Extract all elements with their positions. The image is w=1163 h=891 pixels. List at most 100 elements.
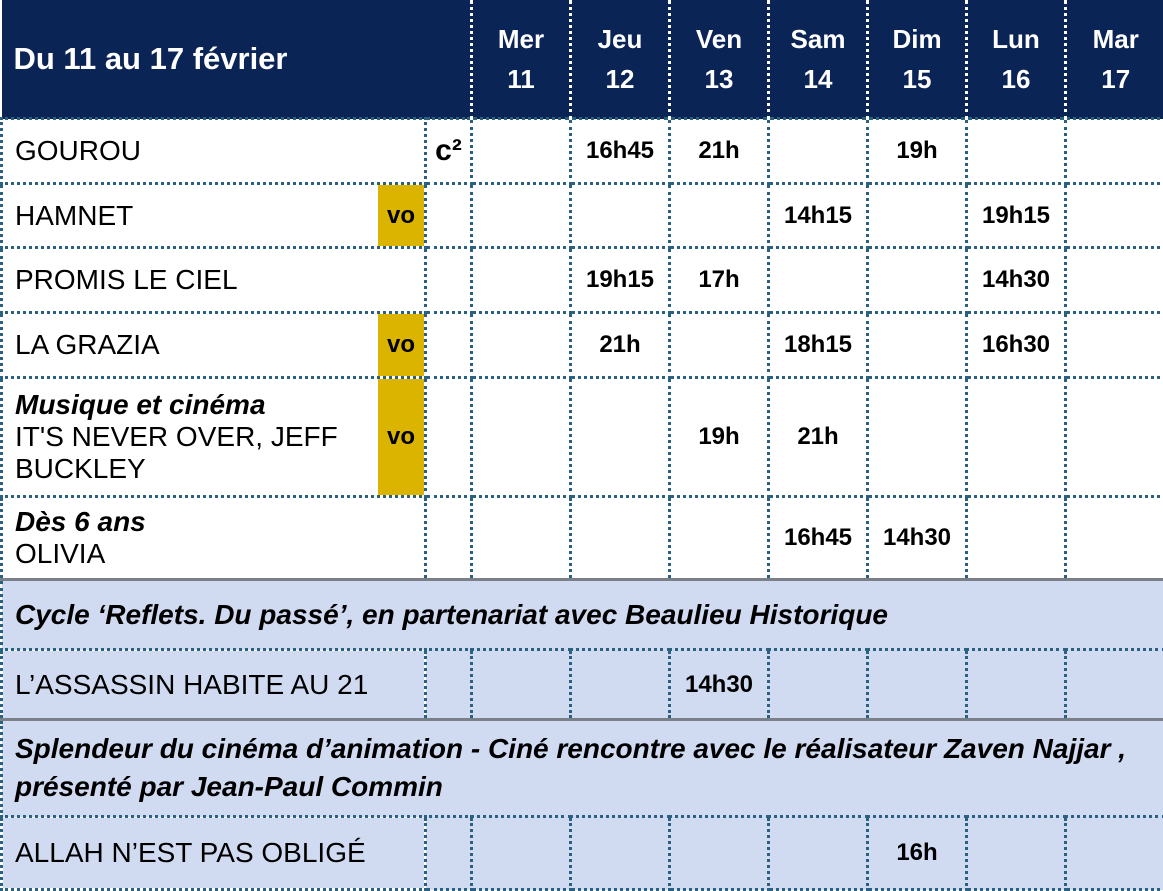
showtime (571, 378, 670, 497)
showtime (769, 817, 868, 890)
showtime (670, 184, 769, 248)
showtime (472, 650, 571, 720)
section-heading-row: Splendeur du cinéma d’animation - Ciné r… (2, 720, 1163, 817)
film-title: ALLAH N’EST PAS OBLIGÉ (2, 817, 426, 890)
film-tag (426, 248, 472, 313)
showtime (670, 817, 769, 890)
showtime (868, 313, 967, 378)
film-title: PROMIS LE CIEL (15, 264, 375, 296)
film-cell: PROMIS LE CIEL (2, 248, 426, 313)
film-title: LA GRAZIA (15, 329, 375, 361)
showtime (571, 650, 670, 720)
day-name: Dim (869, 19, 965, 59)
week-title: Du 11 au 17 février (2, 0, 472, 119)
showtime: 19h (868, 119, 967, 184)
film-row: L’ASSASSIN HABITE AU 21 14h30 (2, 650, 1163, 720)
day-number: 17 (1067, 59, 1163, 99)
section-heading-row: Cycle ‘Reflets. Du passé’, en partenaria… (2, 580, 1163, 650)
showtime (670, 497, 769, 580)
vo-badge: vo (378, 379, 424, 495)
showtime: 16h (868, 817, 967, 890)
showtime (472, 119, 571, 184)
day-name: Sam (770, 19, 866, 59)
film-row: ALLAH N’EST PAS OBLIGÉ 16h (2, 817, 1163, 890)
day-name: Mar (1067, 19, 1163, 59)
showtime (1066, 248, 1163, 313)
showtime (472, 817, 571, 890)
showtime (1066, 650, 1163, 720)
showtime (868, 378, 967, 497)
day-number: 15 (869, 59, 965, 99)
showtime (1066, 817, 1163, 890)
showtime: 19h15 (967, 184, 1066, 248)
film-tag (426, 184, 472, 248)
showtime (868, 650, 967, 720)
film-tag (426, 378, 472, 497)
showtime (967, 119, 1066, 184)
showtime (670, 313, 769, 378)
showtime (472, 378, 571, 497)
day-name: Mer (473, 19, 569, 59)
day-name: Jeu (572, 19, 668, 59)
day-number: 14 (770, 59, 866, 99)
showtime: 14h15 (769, 184, 868, 248)
film-tag (426, 817, 472, 890)
showtime: 17h (670, 248, 769, 313)
showtime: 16h45 (571, 119, 670, 184)
showtime (769, 650, 868, 720)
showtime: 16h30 (967, 313, 1066, 378)
showtime: 14h30 (670, 650, 769, 720)
day-number: 11 (473, 59, 569, 99)
section-heading: Splendeur du cinéma d’animation - Ciné r… (2, 720, 1163, 817)
showtime (472, 313, 571, 378)
film-category: Dès 6 ans (15, 506, 424, 538)
showtime (571, 817, 670, 890)
section-heading: Cycle ‘Reflets. Du passé’, en partenaria… (2, 580, 1163, 650)
showtime: 21h (571, 313, 670, 378)
showtime (472, 497, 571, 580)
day-number: 13 (671, 59, 767, 99)
film-tag (426, 313, 472, 378)
showtime (472, 248, 571, 313)
day-number: 16 (968, 59, 1064, 99)
showtime (868, 184, 967, 248)
film-title: L’ASSASSIN HABITE AU 21 (2, 650, 426, 720)
film-cell: GOUROU (2, 119, 426, 184)
showtime (571, 184, 670, 248)
showtime: 21h (769, 378, 868, 497)
film-title: OLIVIA (15, 538, 375, 570)
showtime: 19h15 (571, 248, 670, 313)
film-tag: c² (426, 119, 472, 184)
showtime: 16h45 (769, 497, 868, 580)
film-title: GOUROU (15, 135, 375, 167)
showtime (1066, 313, 1163, 378)
film-tag (426, 497, 472, 580)
showtime: 14h30 (868, 497, 967, 580)
showtime (1066, 378, 1163, 497)
showtime (967, 378, 1066, 497)
showtime: 14h30 (967, 248, 1066, 313)
showtime (1066, 184, 1163, 248)
showtime (571, 497, 670, 580)
showtime (967, 817, 1066, 890)
vo-badge: vo (378, 314, 424, 376)
day-name: Ven (671, 19, 767, 59)
film-title: HAMNET (15, 200, 375, 232)
showtime: 18h15 (769, 313, 868, 378)
showtime (769, 248, 868, 313)
